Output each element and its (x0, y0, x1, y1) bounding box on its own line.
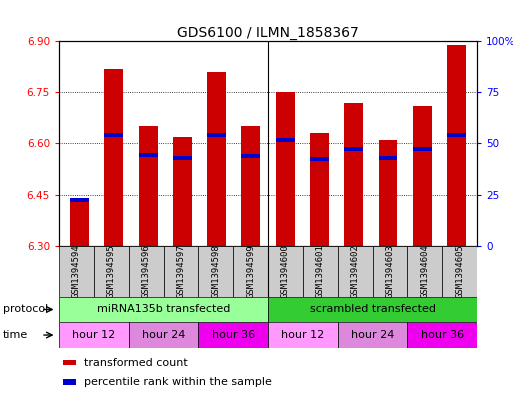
Bar (268, 322, 338, 348)
Bar (268, 297, 477, 322)
Bar (447, 45, 466, 246)
Bar (447, 133, 466, 137)
Bar (105, 133, 123, 137)
Text: GSM1394603: GSM1394603 (385, 244, 394, 298)
Bar (199, 322, 268, 348)
Text: GSM1394596: GSM1394596 (142, 244, 151, 298)
Title: GDS6100 / ILMN_1858367: GDS6100 / ILMN_1858367 (177, 26, 359, 40)
Text: hour 12: hour 12 (281, 330, 325, 340)
Text: GSM1394599: GSM1394599 (246, 244, 255, 298)
Bar (164, 246, 199, 297)
Bar (70, 198, 89, 246)
Bar (233, 246, 268, 297)
Bar (413, 106, 431, 246)
Bar (303, 246, 338, 297)
Text: GSM1394604: GSM1394604 (420, 244, 429, 298)
Bar (442, 246, 477, 297)
Bar (338, 246, 372, 297)
Bar (129, 246, 164, 297)
Bar (59, 322, 129, 348)
Text: scrambled transfected: scrambled transfected (309, 305, 436, 314)
Text: transformed count: transformed count (84, 358, 188, 367)
Bar (207, 72, 226, 246)
Text: GSM1394601: GSM1394601 (316, 244, 325, 298)
Bar (173, 137, 192, 246)
Bar (372, 246, 407, 297)
Bar (407, 246, 442, 297)
Text: GSM1394595: GSM1394595 (107, 244, 116, 298)
Text: GSM1394602: GSM1394602 (351, 244, 360, 298)
Bar (59, 297, 268, 322)
Text: miRNA135b transfected: miRNA135b transfected (97, 305, 230, 314)
Bar (242, 127, 260, 246)
Bar (63, 360, 76, 365)
Text: protocol: protocol (3, 305, 48, 314)
Text: GSM1394600: GSM1394600 (281, 244, 290, 298)
Bar (59, 246, 94, 297)
Bar (407, 322, 477, 348)
Bar (70, 198, 89, 202)
Bar (344, 147, 363, 151)
Bar (105, 68, 123, 246)
Text: time: time (3, 330, 28, 340)
Bar (207, 133, 226, 137)
Bar (268, 246, 303, 297)
Bar (139, 153, 157, 158)
Bar (344, 103, 363, 246)
Bar (129, 322, 199, 348)
Bar (199, 246, 233, 297)
Bar (173, 156, 192, 160)
Bar (379, 140, 398, 246)
Text: hour 12: hour 12 (72, 330, 115, 340)
Bar (413, 147, 431, 151)
Text: hour 36: hour 36 (421, 330, 464, 340)
Bar (276, 138, 294, 142)
Text: GSM1394594: GSM1394594 (72, 244, 81, 298)
Bar (94, 246, 129, 297)
Bar (379, 156, 398, 160)
Bar (63, 379, 76, 385)
Bar (310, 157, 329, 161)
Bar (310, 133, 329, 246)
Text: hour 36: hour 36 (212, 330, 255, 340)
Text: GSM1394598: GSM1394598 (211, 244, 220, 298)
Text: hour 24: hour 24 (351, 330, 394, 340)
Bar (242, 154, 260, 158)
Bar (276, 92, 294, 246)
Text: hour 24: hour 24 (142, 330, 185, 340)
Text: GSM1394597: GSM1394597 (176, 244, 185, 298)
Text: GSM1394605: GSM1394605 (455, 244, 464, 298)
Text: percentile rank within the sample: percentile rank within the sample (84, 377, 272, 387)
Bar (139, 127, 157, 246)
Bar (338, 322, 407, 348)
